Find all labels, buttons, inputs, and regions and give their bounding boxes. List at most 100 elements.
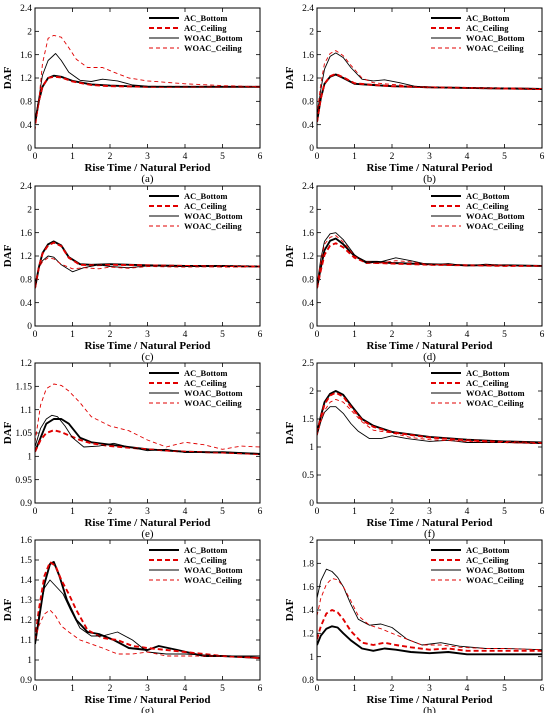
y-tick-label: 0.4 — [20, 121, 32, 131]
x-tick-label: 3 — [427, 684, 432, 694]
y-tick-label: 0.8 — [302, 276, 314, 286]
legend: AC_BottomAC_CeilingWOAC_BottomWOAC_Ceili… — [431, 191, 525, 231]
legend-label: AC_Bottom — [184, 13, 227, 23]
y-tick-label: 2.4 — [302, 4, 314, 14]
series-line-woac-ceiling — [317, 50, 542, 116]
legend-label: WOAC_Ceiling — [184, 398, 242, 408]
x-tick-label: 2 — [390, 152, 395, 162]
legend-label: WOAC_Bottom — [466, 565, 525, 575]
y-tick-label: 0.8 — [20, 98, 32, 108]
y-tick-label: 1 — [27, 453, 32, 463]
legend-label: WOAC_Ceiling — [184, 221, 242, 231]
x-tick-label: 5 — [220, 330, 225, 340]
legend-label: WOAC_Bottom — [466, 33, 525, 43]
legend-label: AC_Ceiling — [184, 23, 227, 33]
legend-label: WOAC_Ceiling — [466, 43, 524, 53]
chart-panel: 0 1 2 3 4 5 6 0 0.4 0.8 1.2 1.6 2 2.4 AC_BottomAC_Ceil… — [2, 182, 263, 363]
series-line-woac-bottom — [317, 406, 542, 445]
x-tick-label: 6 — [258, 330, 263, 340]
y-tick-label: 1.15 — [15, 383, 32, 393]
y-tick-label: 1.6 — [20, 51, 32, 61]
chart-panel: 0 1 2 3 4 5 600.511.522.5AC_BottomAC_CeilingWO… — [284, 359, 545, 540]
series-line-ac-ceiling — [35, 75, 260, 124]
plot-frame — [316, 539, 543, 681]
panel-caption: (h) — [423, 705, 436, 713]
x-tick-label: 6 — [258, 152, 263, 162]
y-tick-label: 1 — [309, 443, 314, 453]
y-tick-label: 1.1 — [20, 406, 32, 416]
y-tick-label: 1.2 — [20, 252, 32, 262]
y-tick-label: 2.5 — [302, 359, 314, 369]
y-axis-label: DAF — [284, 244, 296, 267]
series-line-woac-bottom — [317, 568, 542, 651]
y-tick-label: 0.8 — [302, 676, 314, 686]
legend-label: WOAC_Bottom — [184, 565, 243, 575]
panel-caption: (e) — [141, 528, 154, 540]
series-line-ac-ceiling — [35, 429, 260, 455]
y-tick-label: 0.9 — [20, 676, 32, 686]
x-axis-label: Rise Time / Natural Period — [84, 694, 210, 706]
panel-caption: (c) — [141, 351, 154, 363]
x-tick-label: 1 — [352, 507, 357, 517]
legend-label: AC_Bottom — [184, 191, 227, 201]
series-line-woac-bottom — [317, 232, 542, 286]
x-tick-label: 4 — [465, 330, 470, 340]
legend-label: WOAC_Ceiling — [466, 221, 524, 231]
y-tick-label: 0 — [309, 144, 314, 154]
x-tick-label: 6 — [540, 152, 545, 162]
y-tick-label: 1.8 — [302, 560, 314, 570]
y-tick-label: 2 — [309, 536, 314, 546]
legend-label: AC_Bottom — [466, 191, 509, 201]
x-tick-label: 4 — [465, 684, 470, 694]
panel-caption: (f) — [424, 528, 435, 540]
series-line-woac-ceiling — [35, 257, 260, 286]
y-tick-label: 1.4 — [20, 576, 32, 586]
legend-label: AC_Ceiling — [184, 555, 227, 565]
plot-frame — [34, 362, 261, 504]
panel-caption: (a) — [141, 173, 154, 185]
y-tick-label: 0.4 — [302, 299, 314, 309]
legend-label: WOAC_Ceiling — [466, 575, 524, 585]
x-tick-label: 3 — [427, 330, 432, 340]
panel-caption: (b) — [423, 173, 436, 185]
y-tick-label: 2.4 — [302, 182, 314, 192]
series-line-ac-ceiling — [35, 561, 260, 659]
x-axis-label: Rise Time / Natural Period — [84, 517, 210, 529]
legend: AC_BottomAC_CeilingWOAC_BottomWOAC_Ceili… — [149, 545, 243, 585]
series-line-woac-ceiling — [35, 34, 260, 131]
legend-label: WOAC_Ceiling — [184, 575, 242, 585]
panel-caption: (d) — [423, 351, 436, 363]
y-tick-label: 1.6 — [302, 229, 314, 239]
x-tick-label: 5 — [220, 152, 225, 162]
x-tick-label: 2 — [108, 507, 113, 517]
x-tick-label: 5 — [502, 684, 507, 694]
legend-label: AC_Bottom — [466, 368, 509, 378]
series-line-ac-bottom — [317, 237, 542, 289]
x-tick-label: 1 — [352, 330, 357, 340]
chart-panel: 0 1 2 3 4 5 6 0.9 1 1.1 1.2 1.3 1.4 1.5 1.6 AC_BottomAC… — [2, 536, 263, 713]
legend-label: AC_Ceiling — [466, 23, 509, 33]
legend: AC_BottomAC_CeilingWOAC_BottomWOAC_Ceili… — [431, 545, 525, 585]
series-line-woac-bottom — [317, 52, 542, 116]
legend-label: AC_Bottom — [184, 545, 227, 555]
x-tick-label: 0 — [315, 684, 320, 694]
y-tick-label: 0.4 — [302, 121, 314, 131]
x-tick-label: 1 — [70, 152, 75, 162]
x-tick-label: 4 — [465, 507, 470, 517]
y-tick-label: 1.6 — [302, 51, 314, 61]
x-tick-label: 3 — [145, 684, 150, 694]
x-tick-label: 5 — [502, 152, 507, 162]
x-tick-label: 5 — [220, 684, 225, 694]
x-tick-label: 5 — [502, 330, 507, 340]
x-tick-label: 3 — [427, 152, 432, 162]
x-axis-label: Rise Time / Natural Period — [366, 340, 492, 352]
legend-label: AC_Ceiling — [466, 201, 509, 211]
legend-label: WOAC_Bottom — [466, 388, 525, 398]
y-tick-label: 1.05 — [15, 429, 32, 439]
legend-label: AC_Bottom — [466, 13, 509, 23]
x-axis-label: Rise Time / Natural Period — [84, 340, 210, 352]
y-tick-label: 1.2 — [302, 630, 314, 640]
legend: AC_BottomAC_CeilingWOAC_BottomWOAC_Ceili… — [149, 13, 243, 53]
plot-frame — [34, 539, 261, 681]
y-tick-label: 0.4 — [20, 299, 32, 309]
